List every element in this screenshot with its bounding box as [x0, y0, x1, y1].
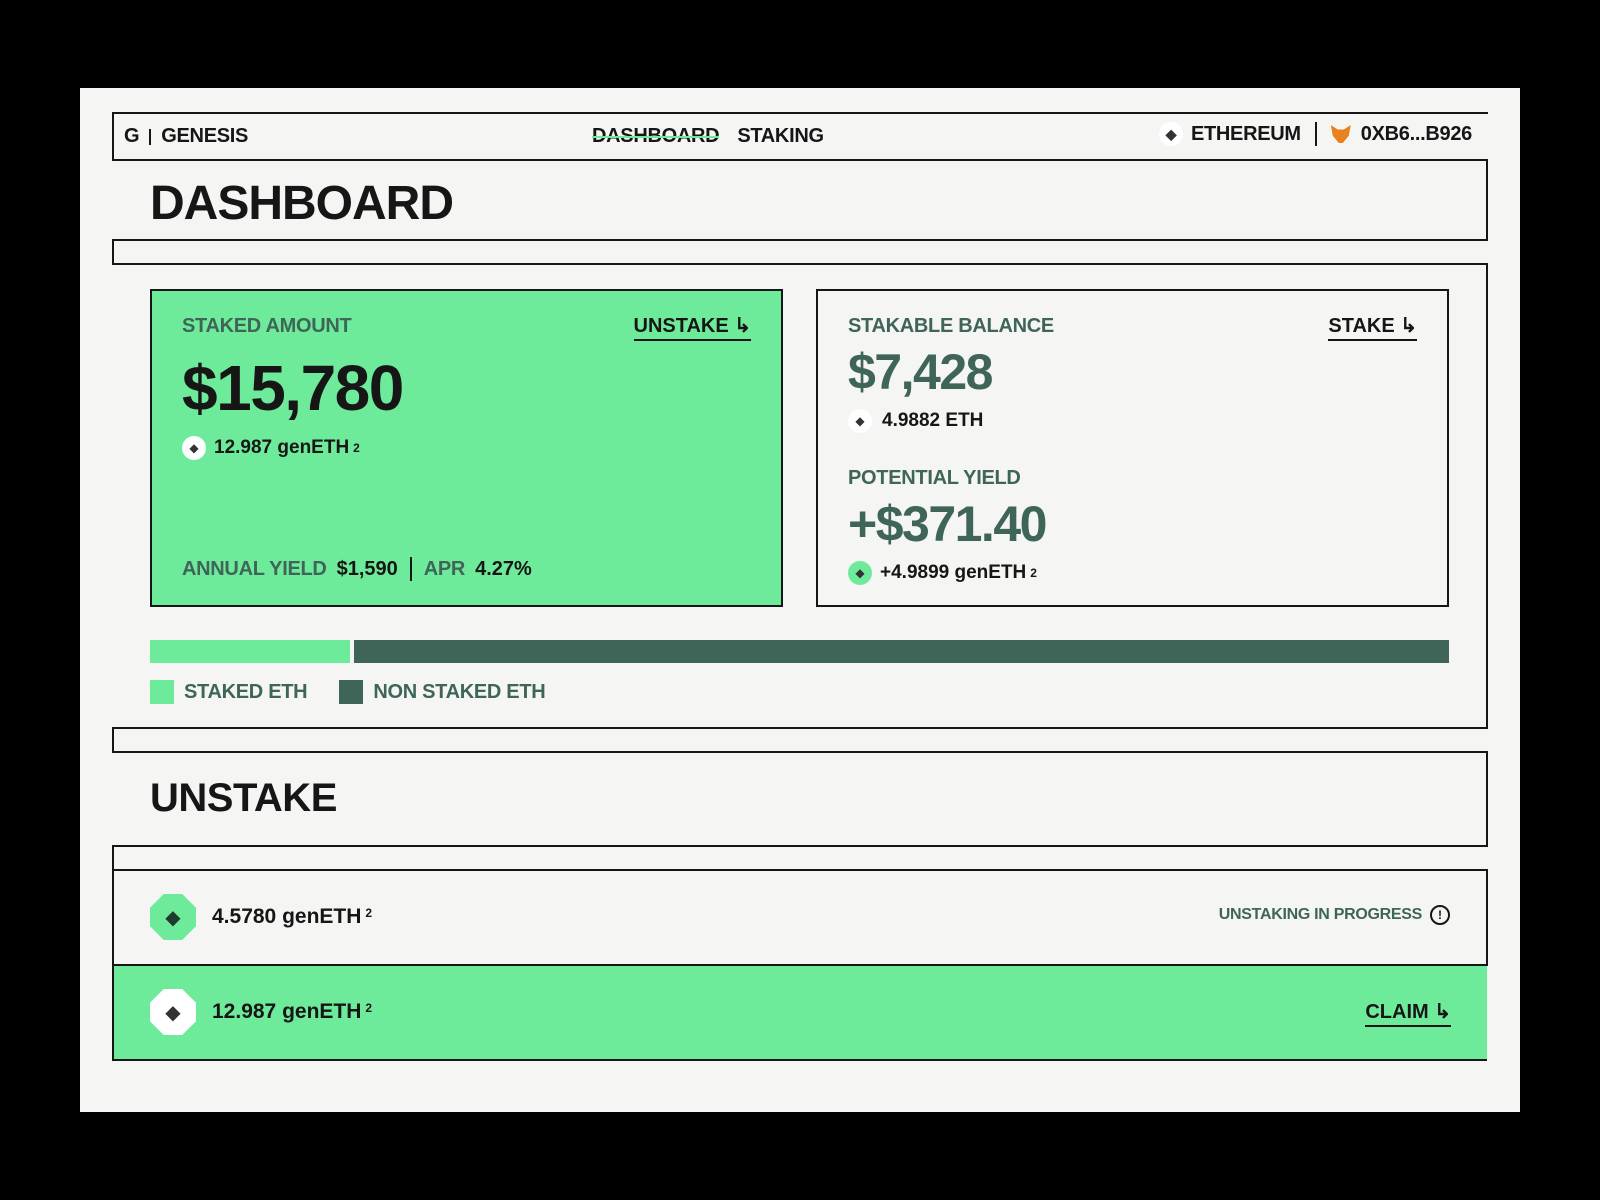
legend-label-staked: STAKED ETH — [184, 680, 308, 703]
non-staked-eth-segment — [354, 640, 1449, 663]
potential-yield-label: POTENTIAL YIELD — [848, 467, 1021, 489]
geneth-icon: ◆ — [150, 894, 196, 940]
active-strike — [592, 136, 720, 138]
divider-box — [112, 727, 1488, 753]
unstake-title: UNSTAKE — [150, 776, 337, 820]
ethereum-icon: ◆ — [150, 989, 196, 1035]
legend-swatch-non-staked — [339, 680, 364, 704]
divider — [149, 128, 152, 145]
page-title: DASHBOARD — [150, 177, 454, 230]
legend: STAKED ETH NON STAKED ETH — [150, 680, 546, 704]
footnote-marker: 2 — [365, 1001, 373, 1015]
divider — [409, 557, 412, 581]
stake-link[interactable]: STAKE ↳ — [1328, 313, 1417, 341]
divider-box — [112, 239, 1488, 265]
staked-eth-segment — [150, 640, 351, 663]
top-nav — [112, 112, 1488, 161]
unstake-status: UNSTAKING IN PROGRESS — [1218, 906, 1423, 923]
annual-yield-value: $1,590 — [336, 557, 398, 580]
wallet-button[interactable]: 0XB6...B926 — [1330, 122, 1473, 146]
ethereum-icon: ◆ — [1158, 122, 1183, 146]
eth-amount: 4.9882 ETH — [882, 410, 984, 431]
legend-label-non-staked: NON STAKED ETH — [373, 680, 546, 703]
stakable-balance-value: $7,428 — [848, 344, 993, 400]
wallet-address: 0XB6...B926 — [1360, 122, 1473, 145]
staked-amount-card: STAKED AMOUNT UNSTAKE ↳ $15,780 ◆ 12.987… — [150, 289, 783, 607]
nav-link-staking[interactable]: STAKING — [737, 125, 824, 147]
overview-section — [112, 263, 1488, 729]
footnote-marker: 2 — [1030, 566, 1037, 580]
ethereum-icon: ◆ — [182, 436, 206, 460]
footnote-marker: 2 — [365, 906, 373, 920]
logo[interactable]: G — [124, 125, 140, 147]
footnote-marker: 2 — [353, 441, 360, 455]
app-page: G GENESIS DASHBOARD STAKING ◆ ETHEREUM 0… — [80, 88, 1520, 1112]
unstake-header-box — [112, 751, 1488, 847]
unstake-row: ◆ 4.5780 genETH 2 UNSTAKING IN PROGRESS ! — [112, 869, 1488, 966]
claim-button[interactable]: CLAIM ↳ — [1365, 999, 1451, 1027]
dashboard-header-box — [112, 159, 1488, 241]
ethereum-icon: ◆ — [848, 409, 872, 433]
nav-link-dashboard[interactable]: DASHBOARD — [592, 125, 720, 148]
claimable-amount: 12.987 genETH — [212, 1000, 362, 1023]
yield-token-amount: +4.9899 genETH — [880, 562, 1027, 583]
unstake-amount: 4.5780 genETH — [212, 905, 362, 928]
brand-name[interactable]: GENESIS — [161, 125, 249, 147]
divider-box — [112, 845, 1488, 871]
staking-distribution-bar — [150, 640, 1449, 663]
geneth-icon: ◆ — [848, 561, 872, 585]
metamask-fox-icon — [1330, 125, 1351, 143]
potential-yield-value: +$371.40 — [848, 496, 1047, 552]
alert-circle-icon[interactable]: ! — [1430, 905, 1450, 925]
legend-swatch-staked — [150, 680, 174, 704]
staked-amount-value: $15,780 — [182, 352, 404, 424]
apr-value: 4.27% — [475, 557, 532, 580]
claimable-row: ◆ 12.987 genETH 2 CLAIM ↳ — [112, 964, 1487, 1061]
unstake-link[interactable]: UNSTAKE ↳ — [633, 313, 751, 341]
staked-token-amount: 12.987 genETH — [214, 437, 350, 458]
network-selector[interactable]: ◆ ETHEREUM — [1158, 122, 1301, 146]
apr-label: APR — [423, 557, 466, 580]
divider — [1314, 122, 1317, 146]
staked-amount-label: STAKED AMOUNT — [182, 315, 352, 337]
annual-yield-label: ANNUAL YIELD — [182, 557, 327, 580]
stakable-balance-label: STAKABLE BALANCE — [848, 315, 1054, 337]
network-label: ETHEREUM — [1190, 122, 1301, 145]
stakable-balance-card: STAKABLE BALANCE STAKE ↳ $7,428 ◆ 4.9882… — [816, 289, 1449, 607]
